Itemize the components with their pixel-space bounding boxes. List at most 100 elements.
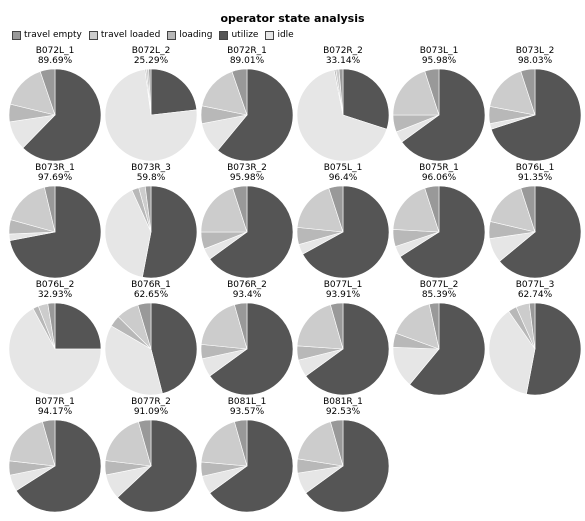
pie-percent-label: 91.09%	[133, 407, 169, 417]
pie-slice-travel-empty	[39, 68, 56, 116]
legend-item: travel empty	[12, 30, 82, 40]
chart-title: operator state analysis	[220, 12, 365, 25]
pie-chart: B077L_1 93.91%	[295, 280, 391, 396]
pie-slice-utilize	[499, 185, 582, 279]
pie-svg	[8, 419, 102, 513]
pie-slice-travel-loaded	[8, 421, 56, 467]
pie-chart: B077R_2 91.09%	[103, 397, 199, 513]
pie-slice-utilize	[9, 185, 102, 279]
pie-percent-label: 62.65%	[133, 290, 169, 300]
pie-chart: B075L_1 96.4%	[295, 163, 391, 279]
pie-chart: B073R_2 95.98%	[199, 163, 295, 279]
legend-item: utilize	[219, 30, 258, 40]
pie-percent-label: 93.4%	[232, 290, 262, 300]
pie-svg	[296, 185, 390, 279]
pie-slice-travel-loaded	[200, 421, 248, 467]
pie-name-label: B076R_2	[227, 280, 267, 290]
pie-slice-travel-empty	[138, 419, 152, 467]
pie-slice-utilize	[209, 302, 294, 396]
pie-slice-utilize	[209, 185, 294, 279]
pie-slice-travel-empty	[424, 185, 440, 233]
pie-slice-travel-loaded	[201, 71, 248, 116]
pie-name-label: B077L_1	[323, 280, 363, 290]
pie-slice-travel-empty	[232, 185, 248, 233]
pie-svg	[488, 68, 582, 162]
pie-slice-travel-empty	[528, 302, 536, 350]
pie-slice-utilize	[409, 302, 486, 396]
pie-percent-label: 95.98%	[421, 56, 457, 66]
pie-svg	[200, 68, 294, 162]
pie-name-label: B075L_1	[323, 163, 363, 173]
pie-slice-utilize	[150, 302, 198, 394]
pie-name-label: B073R_3	[131, 163, 171, 173]
pie-slice-idle	[104, 189, 152, 278]
pie-slice-utilize	[150, 68, 198, 116]
legend-swatch	[265, 30, 275, 40]
pie-slice-travel-loaded	[104, 421, 152, 467]
pie-slice-travel-empty	[137, 302, 152, 350]
pie-slice-utilize	[399, 185, 486, 279]
pie-name-label: B073L_1	[419, 46, 459, 56]
pie-slice-travel-loaded	[392, 70, 440, 116]
pie-percent-label: 98.03%	[517, 56, 553, 66]
pie-name-label: B081L_1	[227, 397, 267, 407]
pie-svg	[488, 302, 582, 396]
pie-percent-label: 95.98%	[229, 173, 265, 183]
pie-slice-idle	[104, 325, 163, 396]
pie-slice-travel-empty	[520, 68, 536, 116]
pie-slice-travel-empty	[338, 68, 344, 116]
pie-slice-travel-empty	[231, 68, 248, 116]
legend-label: travel loaded	[100, 30, 161, 40]
pie-slice-idle	[104, 69, 198, 162]
pie-svg	[200, 185, 294, 279]
pie-svg	[8, 302, 102, 396]
pie-percent-label: 25.29%	[133, 56, 169, 66]
pie-slice-travel-empty	[424, 68, 440, 116]
pie-name-label: B072L_2	[131, 46, 171, 56]
pie-chart: B073R_1 97.69%	[7, 163, 103, 279]
pie-chart: B075R_1 96.06%	[391, 163, 487, 279]
pie-percent-label: 94.17%	[37, 407, 73, 417]
pie-percent-label: 33.14%	[325, 56, 361, 66]
pie-name-label: B077L_2	[419, 280, 459, 290]
pie-svg	[8, 185, 102, 279]
pie-slice-idle	[488, 310, 536, 395]
pie-percent-label: 62.74%	[517, 290, 553, 300]
pie-slice-travel-loaded	[489, 70, 536, 116]
pie-percent-label: 93.91%	[325, 290, 361, 300]
pie-percent-label: 91.35%	[517, 173, 553, 183]
legend-swatch	[12, 30, 21, 40]
pie-slice-travel-empty	[47, 302, 56, 350]
pie-chart: B081R_1 92.53%	[295, 397, 391, 513]
pie-chart: B073R_3 59.8%	[103, 163, 199, 279]
pie-slice-travel-empty	[520, 185, 536, 233]
legend-swatch	[88, 30, 98, 40]
pie-slice-utilize	[142, 185, 198, 279]
pie-slice-utilize	[209, 419, 294, 513]
pie-slice-utilize	[305, 302, 390, 396]
pie-name-label: B072R_1	[227, 46, 267, 56]
pie-percent-label: 93.57%	[229, 407, 265, 417]
pie-svg	[296, 68, 390, 162]
legend-item: idle	[265, 30, 294, 40]
pie-percent-label: 89.69%	[37, 56, 73, 66]
pie-slice-travel-empty	[42, 419, 56, 467]
pie-svg	[392, 68, 486, 162]
pie-chart: B072L_1 89.69%	[7, 46, 103, 162]
pie-slice-travel-empty	[234, 302, 248, 350]
pie-percent-label: 85.39%	[421, 290, 457, 300]
pie-slice-travel-empty	[234, 419, 248, 467]
pie-slice-travel-loaded	[395, 303, 440, 350]
legend: travel empty travel loaded loading utilize i…	[12, 29, 301, 41]
pie-slice-travel-empty	[144, 185, 152, 233]
pie-name-label: B073R_2	[227, 163, 267, 173]
legend-label: utilize	[231, 30, 259, 40]
pie-svg	[392, 185, 486, 279]
legend-label: loading	[179, 30, 213, 40]
pie-svg	[200, 419, 294, 513]
pie-name-label: B076L_1	[515, 163, 555, 173]
pie-chart: B077L_3 62.74%	[487, 280, 583, 396]
pie-chart: B072R_2 33.14%	[295, 46, 391, 162]
pie-name-label: B077R_2	[131, 397, 171, 407]
